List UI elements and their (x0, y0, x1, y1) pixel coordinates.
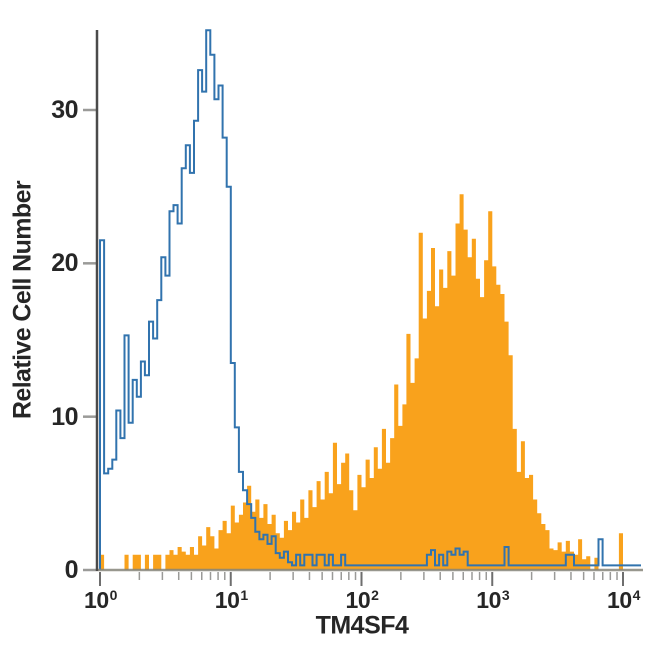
y-axis-title: Relative Cell Number (8, 180, 37, 420)
blue-open-histogram (99, 29, 641, 570)
y-tick-label: 20 (51, 249, 78, 278)
y-tick-label: 30 (51, 96, 78, 124)
y-tick-label: 10 (51, 402, 78, 431)
x-tick-label: 102 (345, 587, 379, 613)
orange-filled-histogram (100, 194, 623, 571)
x-tick-label: 100 (84, 587, 117, 613)
y-tick-label: 0 (64, 556, 79, 584)
x-axis-title: TM4SF4 (315, 611, 409, 640)
x-tick-label: 101 (214, 587, 248, 613)
x-tick-label: 104 (607, 587, 640, 613)
x-tick-label: 103 (476, 587, 510, 613)
